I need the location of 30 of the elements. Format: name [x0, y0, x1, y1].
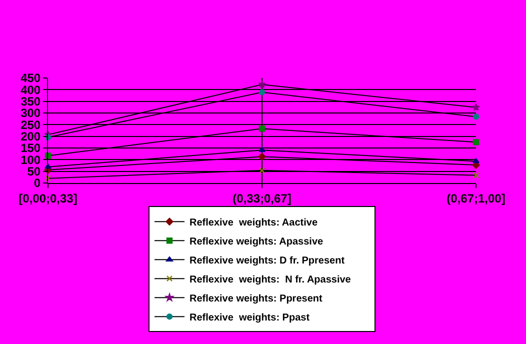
point: [472, 103, 480, 111]
legend-label: Reflexive weights: Apassive: [190, 236, 324, 248]
y-tick-label: 400: [20, 82, 41, 97]
legend-label: Reflexive weights: D fr. Ppresent: [190, 256, 346, 266]
y-tick-label: 250: [20, 118, 41, 132]
point: [258, 167, 266, 174]
y-tick-label: 200: [20, 130, 41, 144]
point: [258, 147, 266, 152]
x-tick-label: (0,67;1,00]: [446, 191, 506, 206]
y-tick-label: 150: [20, 141, 41, 156]
legend-label: Reflexive weights: Ppast: [190, 312, 310, 324]
legend-label: Reflexive weights: Ppresent: [190, 294, 323, 304]
y-tick-label: 300: [20, 106, 41, 120]
point: [472, 139, 480, 146]
legend-label: Reflexive weights: N fr. Apassive: [190, 274, 352, 286]
legend-label: Reflexive weights: Aactive: [190, 218, 318, 228]
y-tick-label: 50: [27, 164, 41, 179]
y-tick-label: 0: [34, 176, 41, 190]
point: [258, 80, 266, 88]
point: [472, 158, 480, 164]
y-tick-label: 350: [20, 94, 41, 109]
point: [258, 89, 266, 96]
x-tick-label: [0,00;0,33]: [18, 191, 78, 206]
x-tick-label: (0,33;0,67]: [232, 191, 292, 206]
y-tick-label: 100: [20, 152, 41, 167]
point: [258, 126, 266, 132]
point: [472, 172, 480, 178]
point: [258, 152, 266, 160]
y-tick-label: 450: [20, 71, 41, 86]
point: [472, 114, 480, 120]
